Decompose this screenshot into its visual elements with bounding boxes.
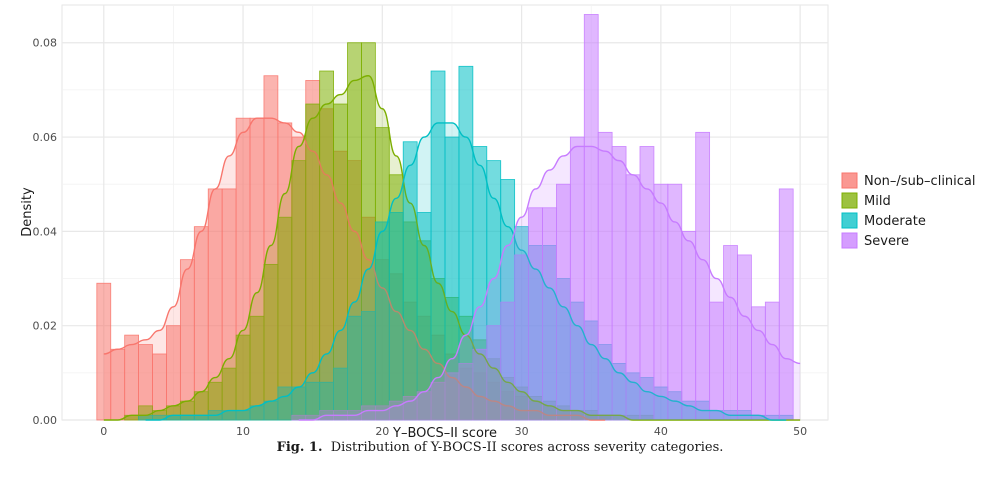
- caption-text: Distribution of Y-BOCS-II scores across …: [330, 440, 724, 455]
- axes: 0 10 20 30 40 50 0.00 0.02 0.04 0.06 0.08: [33, 37, 808, 438]
- density-line: [298, 145, 801, 421]
- legend-label: Severe: [864, 234, 909, 249]
- caption-label: Fig. 1.: [276, 440, 323, 455]
- y-tick-label: 0.02: [33, 320, 58, 333]
- legend-label: Mild: [864, 194, 891, 209]
- y-tick-label: 0.00: [33, 414, 58, 427]
- figure-caption: Fig. 1. Distribution of Y-BOCS-II scores…: [0, 440, 1000, 455]
- legend-swatch: [841, 232, 858, 249]
- y-axis-title: Density: [20, 187, 35, 237]
- legend-swatch: [841, 172, 858, 189]
- density-area: [145, 122, 787, 420]
- x-tick-label: 50: [793, 425, 807, 438]
- legend: Non–/sub–clinical Mild Moderate Severe: [841, 172, 976, 249]
- legend-swatch: [841, 192, 858, 209]
- y-tick-label: 0.04: [33, 225, 58, 238]
- legend-swatch: [841, 212, 858, 229]
- x-tick-label: 0: [100, 425, 107, 438]
- legend-label: Non–/sub–clinical: [864, 174, 976, 189]
- density-area: [298, 146, 801, 420]
- y-tick-label: 0.08: [33, 37, 58, 50]
- y-tick-label: 0.06: [33, 131, 58, 144]
- density-line: [145, 122, 787, 421]
- density-area: [103, 118, 606, 420]
- density-area: [103, 75, 801, 420]
- chart: 0 10 20 30 40 50 0.00 0.02 0.04 0.06 0.08 Y–BOCS–I…: [20, 4, 976, 440]
- density-line: [103, 117, 606, 421]
- x-axis-title: Y–BOCS–II score: [392, 426, 497, 440]
- x-tick-label: 30: [515, 425, 529, 438]
- histogram-series: [291, 14, 794, 421]
- x-tick-label: 40: [654, 425, 668, 438]
- density-curves: [103, 75, 801, 421]
- x-tick-label: 10: [236, 425, 250, 438]
- legend-label: Moderate: [864, 214, 926, 229]
- density-line: [103, 75, 801, 421]
- x-tick-label: 20: [375, 425, 389, 438]
